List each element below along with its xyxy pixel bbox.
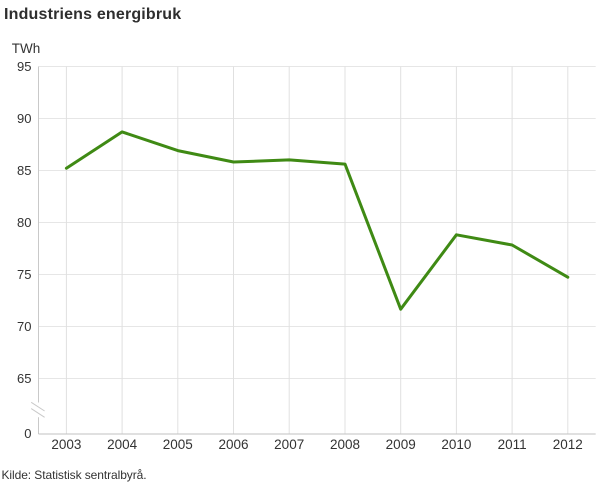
svg-text:85: 85 <box>17 163 31 178</box>
svg-text:0: 0 <box>24 426 31 441</box>
svg-text:2005: 2005 <box>163 437 193 452</box>
svg-text:95: 95 <box>17 59 31 74</box>
svg-text:80: 80 <box>17 215 31 230</box>
svg-text:90: 90 <box>17 111 31 126</box>
svg-text:75: 75 <box>17 267 31 282</box>
svg-text:Industriens energibruk: Industriens energibruk <box>4 6 181 23</box>
svg-text:2011: 2011 <box>498 437 527 452</box>
svg-text:TWh: TWh <box>12 41 41 56</box>
svg-text:2008: 2008 <box>330 437 360 452</box>
svg-text:2010: 2010 <box>441 437 471 452</box>
svg-text:2007: 2007 <box>274 437 304 452</box>
svg-text:2006: 2006 <box>218 437 248 452</box>
svg-text:2003: 2003 <box>51 437 81 452</box>
svg-text:2009: 2009 <box>386 437 416 452</box>
svg-text:65: 65 <box>17 371 31 386</box>
svg-text:2004: 2004 <box>107 437 138 452</box>
svg-text:Kilde: Statistisk sentralbyrå.: Kilde: Statistisk sentralbyrå. <box>2 468 147 482</box>
svg-text:70: 70 <box>17 319 31 334</box>
svg-text:2012: 2012 <box>553 437 583 452</box>
